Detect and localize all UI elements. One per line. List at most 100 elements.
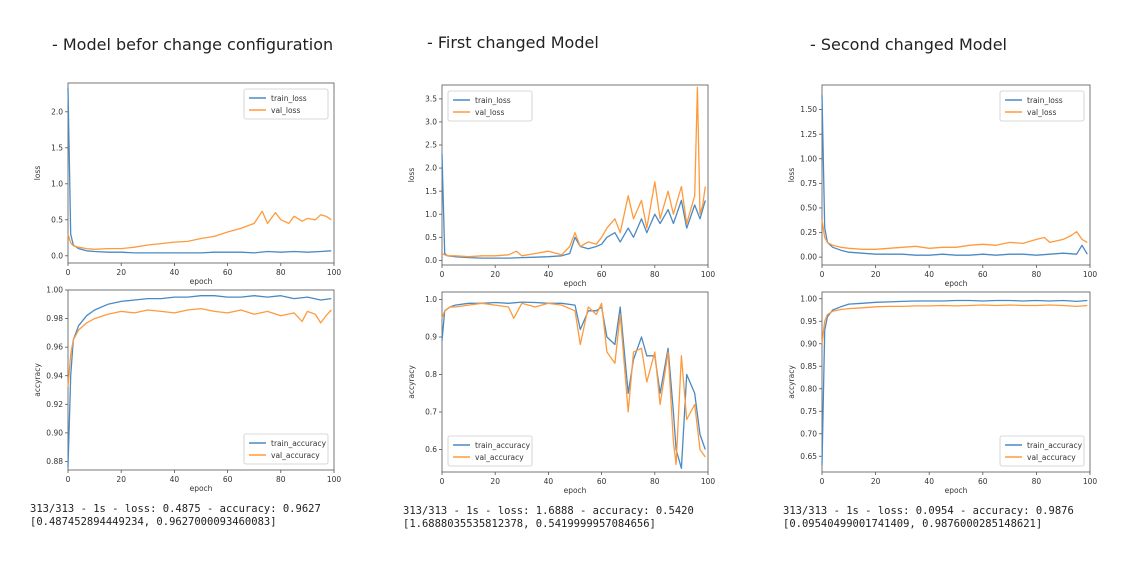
- y-tick-label: 0.90: [800, 339, 817, 348]
- y-tick-label: 2.0: [425, 164, 437, 173]
- y-tick-label: 0.6: [425, 445, 437, 454]
- x-tick-label: 100: [701, 270, 716, 279]
- y-tick-label: 0.80: [800, 384, 817, 393]
- y-tick-label: 0.5: [425, 233, 437, 242]
- series-line-train-accuracy: [67, 295, 332, 468]
- y-tick-label: 0.25: [800, 228, 817, 237]
- x-tick-label: 60: [223, 268, 233, 277]
- y-tick-label: 0.0: [425, 256, 437, 265]
- y-tick-label: 0.65: [800, 452, 817, 461]
- loss-plot: 0 20 40 60 80 100 0.00 0.25 0.50 0.75 1.00 1.25 1.50…: [787, 84, 1098, 288]
- y-tick-label: 2.0: [51, 107, 63, 116]
- legend-label: val_loss: [271, 106, 300, 115]
- accuracy-plot: 0 20 40 60 80 100 0.6 0.7 0.8 0.9 1.0 epoch accyracy…: [407, 291, 716, 495]
- series-line-train-loss: [441, 154, 706, 259]
- legend-label: val_accuracy: [1027, 453, 1076, 462]
- x-tick-label: 60: [978, 477, 988, 486]
- x-tick-label: 60: [978, 270, 988, 279]
- y-tick-label: 0.0: [51, 251, 63, 260]
- x-axis-label: epoch: [945, 486, 968, 495]
- panel-title: - Second changed Model: [810, 35, 1007, 54]
- y-tick-label: 0.00: [800, 253, 817, 262]
- panel-title: - Model befor change configuration: [52, 35, 334, 54]
- x-tick-label: 80: [1032, 270, 1042, 279]
- x-tick-label: 40: [170, 268, 180, 277]
- series-line-val-accuracy: [67, 307, 332, 388]
- y-axis-label: loss: [407, 168, 416, 183]
- x-tick-label: 0: [440, 477, 445, 486]
- y-tick-label: 1.5: [51, 143, 63, 152]
- accuracy-plot: 0 20 40 60 80 100 0.88 0.90 0.92 0.94 0.96 0.98 1.00…: [33, 286, 341, 493]
- legend-label: val_accuracy: [271, 451, 320, 460]
- stats-line-1: 313/313 - 1s - loss: 0.4875 - accuracy: …: [30, 503, 321, 515]
- y-tick-label: 0.95: [800, 317, 817, 326]
- x-tick-label: 0: [66, 268, 71, 277]
- y-tick-label: 0.98: [46, 314, 63, 323]
- y-tick-label: 0.70: [800, 429, 817, 438]
- stats-line-2: [0.487452894449234, 0.9627000093460083]: [30, 516, 277, 528]
- legend-label: val_loss: [475, 108, 504, 117]
- x-tick-label: 20: [871, 270, 881, 279]
- y-tick-label: 1.00: [46, 286, 63, 295]
- y-tick-label: 0.8: [425, 370, 437, 379]
- y-tick-label: 1.00: [800, 154, 817, 163]
- x-tick-label: 100: [327, 475, 342, 484]
- loss-plot: 0 20 40 60 80 100 0.0 0.5 1.0 1.5 2.0 epoch loss trai…: [33, 82, 341, 286]
- x-tick-label: 40: [170, 475, 180, 484]
- x-tick-label: 80: [276, 475, 286, 484]
- y-tick-label: 0.7: [425, 408, 437, 417]
- x-tick-label: 20: [116, 268, 126, 277]
- x-tick-label: 100: [1083, 270, 1098, 279]
- y-axis-label: accyracy: [33, 363, 42, 397]
- y-tick-label: 1.00: [800, 294, 817, 303]
- panel-title: - First changed Model: [427, 33, 599, 52]
- series-line-val-accuracy: [441, 302, 706, 466]
- legend-label: train_accuracy: [271, 439, 327, 448]
- legend-label: train_loss: [475, 96, 511, 105]
- x-tick-label: 80: [276, 268, 286, 277]
- y-tick-label: 1.25: [800, 130, 817, 139]
- x-tick-label: 0: [66, 475, 71, 484]
- loss-plot: 0 20 40 60 80 100 0.0 0.5 1.0 1.5 2.0 2.5 3.0 3.5 epoc…: [407, 84, 716, 288]
- y-tick-label: 0.94: [46, 371, 63, 380]
- loss-chart: 0 20 40 60 80 100 0.0 0.5 1.0 1.5 2.0 2.5 3.0 3.5 epoc…: [407, 84, 716, 495]
- x-tick-label: 100: [701, 477, 716, 486]
- legend-box: [243, 433, 329, 465]
- x-axis-label: epoch: [190, 277, 213, 286]
- y-tick-label: 0.92: [46, 400, 63, 409]
- panel-second-changed-model: - Second changed Model 0 20 40 60 80 100 0.00 0…: [750, 0, 1125, 565]
- x-tick-label: 20: [490, 477, 500, 486]
- legend: train_loss val_loss: [243, 88, 329, 120]
- x-tick-label: 40: [544, 477, 554, 486]
- stats-line-2: [0.09540499001741409, 0.9876000285148621…: [783, 518, 1043, 530]
- y-tick-label: 3.0: [425, 118, 437, 127]
- legend: train_loss val_loss: [447, 90, 533, 122]
- x-tick-label: 20: [490, 270, 500, 279]
- y-axis-label: loss: [787, 168, 796, 183]
- legend-label: train_loss: [1027, 96, 1063, 105]
- stats-line-2: [1.6888035535812378, 0.5419999957084656]: [403, 518, 656, 530]
- y-tick-label: 0.75: [800, 407, 817, 416]
- y-axis-label: accyracy: [407, 365, 416, 399]
- legend-box: [447, 90, 533, 122]
- series-line-train-loss: [821, 94, 1088, 256]
- y-tick-label: 1.50: [800, 105, 817, 114]
- x-tick-label: 80: [650, 270, 660, 279]
- legend: train_accuracy val_accuracy: [999, 435, 1085, 467]
- legend-box: [447, 435, 533, 467]
- x-tick-label: 100: [1083, 477, 1098, 486]
- x-tick-label: 20: [871, 477, 881, 486]
- x-tick-label: 60: [597, 270, 607, 279]
- y-tick-label: 0.88: [46, 457, 63, 466]
- y-tick-label: 0.5: [51, 215, 63, 224]
- legend-label: train_accuracy: [475, 441, 531, 450]
- x-tick-label: 20: [116, 475, 126, 484]
- x-tick-label: 80: [1032, 477, 1042, 486]
- legend-box: [999, 435, 1085, 467]
- y-tick-label: 0.90: [46, 428, 63, 437]
- y-axis-label: accyracy: [787, 365, 796, 399]
- x-tick-label: 40: [924, 270, 934, 279]
- x-tick-label: 40: [924, 477, 934, 486]
- x-axis-label: epoch: [945, 279, 968, 288]
- stats-line-1: 313/313 - 1s - loss: 1.6888 - accuracy: …: [403, 505, 694, 517]
